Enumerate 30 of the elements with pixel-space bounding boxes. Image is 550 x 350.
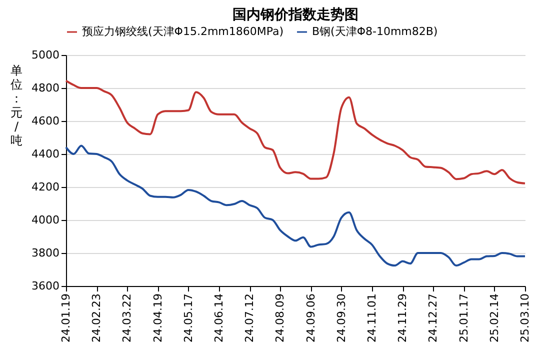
- y-tick-label: 4600: [32, 114, 60, 128]
- x-tick-label: 24.11.29: [396, 294, 410, 342]
- x-tick-label: 24.05.17: [182, 294, 195, 342]
- x-tick-label: 24.03.22: [120, 294, 134, 342]
- x-tick-label: 25.01.17: [457, 294, 470, 342]
- y-tick-label: 5000: [32, 48, 60, 62]
- y-axis-title: 单位：元/吨: [10, 64, 22, 148]
- x-tick-label: 24.09.30: [334, 294, 348, 342]
- y-tick-label: 4000: [32, 214, 60, 226]
- line-series: [65, 144, 526, 267]
- x-tick-label: 24.12.27: [426, 294, 440, 342]
- y-tick-label: 3600: [32, 280, 60, 292]
- legend-label: 预应力钢绞线(天津Φ15.2mm1860MPa): [82, 25, 284, 38]
- legend-label: B钢(天津Φ8-10mm82B): [312, 25, 438, 38]
- x-tick-label: 24.02.23: [90, 294, 104, 342]
- x-tick-label: 24.11.01: [366, 294, 378, 342]
- x-tick-label: 24.07.12: [243, 294, 256, 342]
- y-tick-label: 4400: [32, 148, 60, 160]
- x-tick-label: 24.04.19: [151, 294, 164, 342]
- y-tick-label: 4200: [32, 180, 60, 194]
- x-tick-label: 24.06.14: [212, 294, 226, 342]
- x-tick-label: 25.03.10: [518, 294, 532, 342]
- line-series: [65, 80, 526, 184]
- y-tick-label: 4800: [32, 82, 60, 94]
- x-tick-label: 24.01.19: [60, 294, 72, 342]
- x-tick-label: 25.02.14: [488, 294, 501, 342]
- x-tick-label: 24.09.06: [304, 294, 318, 342]
- chart-title: 国内钢价指数走势图: [232, 7, 358, 23]
- x-tick-label: 24.08.09: [274, 294, 287, 342]
- y-tick-label: 3800: [32, 246, 60, 260]
